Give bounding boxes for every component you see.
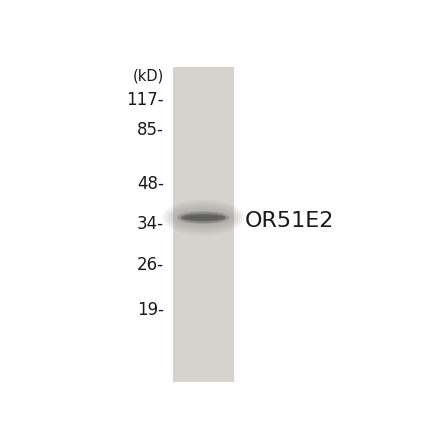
Text: 34-: 34- <box>137 215 164 233</box>
Ellipse shape <box>169 205 238 231</box>
Text: OR51E2: OR51E2 <box>244 211 334 231</box>
Bar <box>172 67 234 382</box>
Ellipse shape <box>178 212 228 224</box>
Text: 26-: 26- <box>137 256 164 274</box>
Ellipse shape <box>166 203 240 232</box>
Text: (kD): (kD) <box>133 68 164 83</box>
Ellipse shape <box>177 211 230 224</box>
Ellipse shape <box>177 211 230 224</box>
Text: 19-: 19- <box>137 301 164 319</box>
Ellipse shape <box>186 215 220 220</box>
Ellipse shape <box>181 214 226 221</box>
Ellipse shape <box>181 213 226 223</box>
Ellipse shape <box>182 213 224 222</box>
Text: 117-: 117- <box>126 91 164 109</box>
Ellipse shape <box>172 208 234 227</box>
Text: 85-: 85- <box>137 121 164 139</box>
Ellipse shape <box>180 212 227 223</box>
Ellipse shape <box>175 209 232 226</box>
Ellipse shape <box>162 200 245 235</box>
Ellipse shape <box>164 202 242 234</box>
Ellipse shape <box>171 206 236 229</box>
Text: 48-: 48- <box>137 175 164 193</box>
